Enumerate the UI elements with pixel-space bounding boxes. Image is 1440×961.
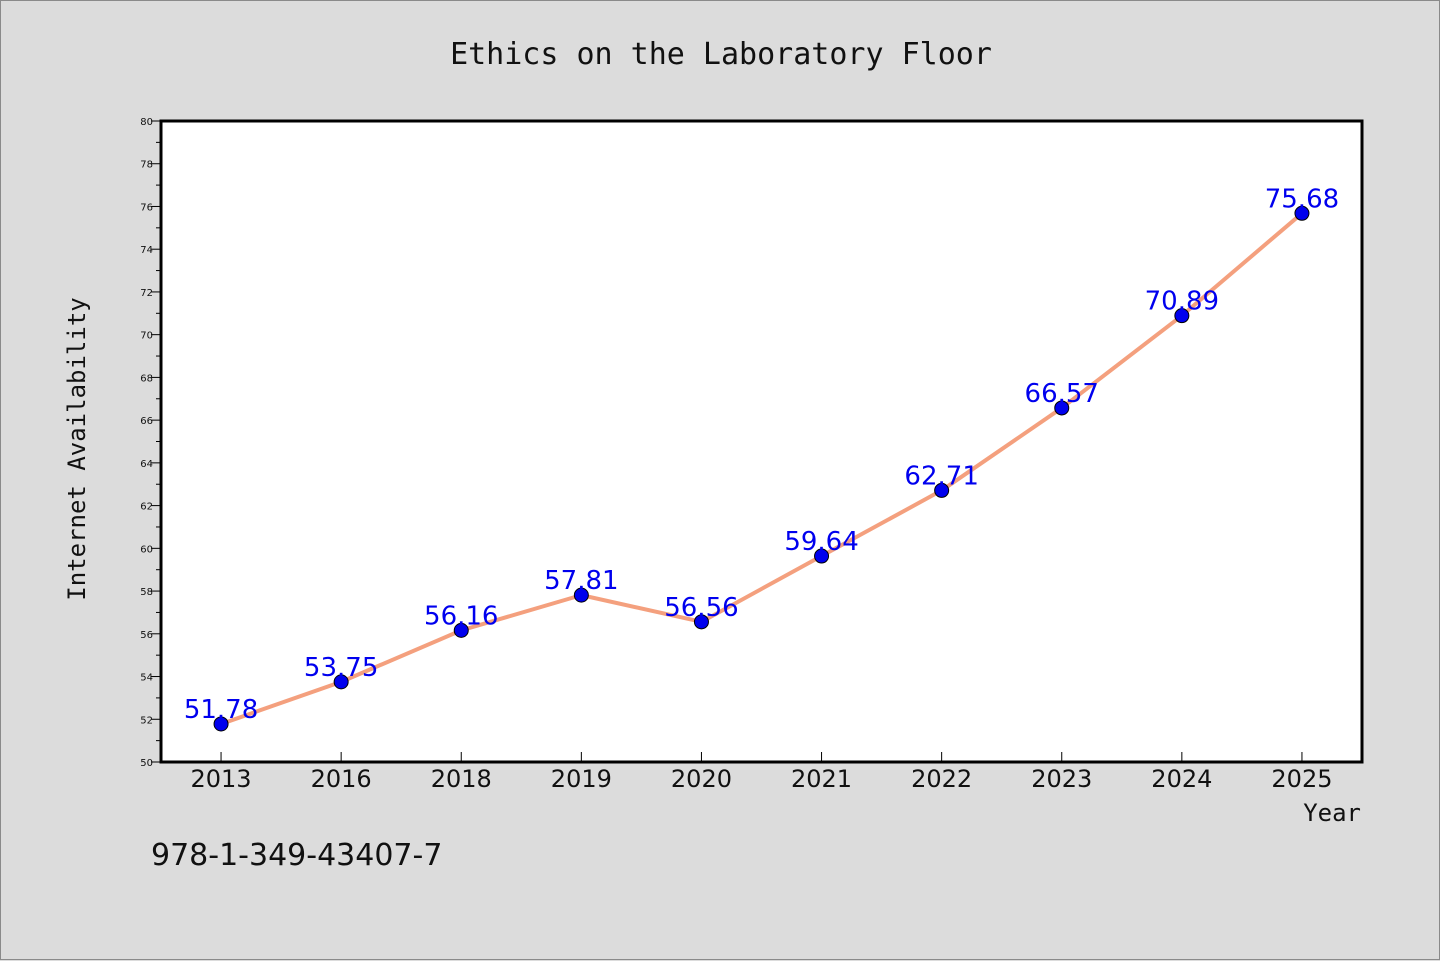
y-tick-label: 76 (140, 202, 153, 213)
x-tick-label: 2019 (551, 765, 612, 793)
data-label: 56.56 (664, 593, 738, 623)
y-tick-label: 74 (140, 245, 153, 256)
y-axis-label: Internet Availability (63, 297, 91, 600)
data-point (573, 587, 589, 603)
data-point (453, 622, 469, 638)
y-axis: 50 52 54 56 58 60 62 64 66 68 70 72 74 76 78 80 (140, 117, 161, 769)
data-point (1174, 308, 1190, 324)
plot-area (159, 119, 1364, 764)
y-tick-label: 54 (140, 673, 153, 684)
x-tick-label: 2024 (1151, 765, 1212, 793)
data-label: 70.89 (1145, 287, 1219, 317)
x-tick-label: 2016 (311, 765, 372, 793)
y-tick-label: 66 (140, 416, 153, 427)
data-label: 59.64 (784, 527, 858, 557)
series-line (219, 211, 1304, 726)
data-point (213, 716, 229, 732)
x-tick-label: 2025 (1271, 765, 1332, 793)
x-tick-label: 2022 (911, 765, 972, 793)
data-label: 51.78 (184, 695, 258, 725)
data-label: 56.16 (424, 601, 498, 631)
y-tick-label: 58 (140, 587, 153, 598)
x-tick-label: 2018 (431, 765, 492, 793)
data-point (934, 482, 950, 498)
y-tick-label: 78 (140, 160, 153, 171)
data-label: 57.81 (544, 566, 618, 596)
y-tick-label: 52 (140, 715, 153, 726)
y-tick-label: 60 (140, 544, 153, 555)
y-tick-label: 62 (140, 502, 153, 513)
data-label: 66.57 (1025, 379, 1099, 409)
x-axis-label: Year (1303, 799, 1361, 827)
isbn-text: 978-1-349-43407-7 (151, 838, 442, 873)
chart-title: Ethics on the Laboratory Floor (450, 37, 992, 72)
y-tick-label: 72 (140, 288, 153, 299)
y-tick-label: 50 (140, 758, 153, 769)
data-label: 75.68 (1265, 184, 1339, 214)
data-point (1294, 205, 1310, 221)
x-tick-label: 2013 (191, 765, 252, 793)
series-layer: 51.78 53.75 56.16 57.81 56.56 59.64 62.71 66.57… (184, 184, 1339, 732)
y-tick-label: 56 (140, 630, 153, 641)
data-point (693, 614, 709, 630)
y-tick-label: 70 (140, 331, 153, 342)
y-tick-label: 80 (140, 117, 153, 128)
x-tick-label: 2020 (671, 765, 732, 793)
data-point (1054, 400, 1070, 416)
y-tick-label: 68 (140, 373, 153, 384)
data-point (814, 548, 830, 564)
data-point (333, 674, 349, 690)
y-tick-label: 64 (140, 459, 153, 470)
data-label: 62.71 (904, 461, 978, 491)
data-label: 53.75 (304, 653, 378, 683)
x-tick-label: 2021 (791, 765, 852, 793)
x-axis: 2013 2016 2018 2019 2020 2021 2022 2023 2024 2025 (191, 752, 1332, 793)
x-tick-label: 2023 (1031, 765, 1092, 793)
